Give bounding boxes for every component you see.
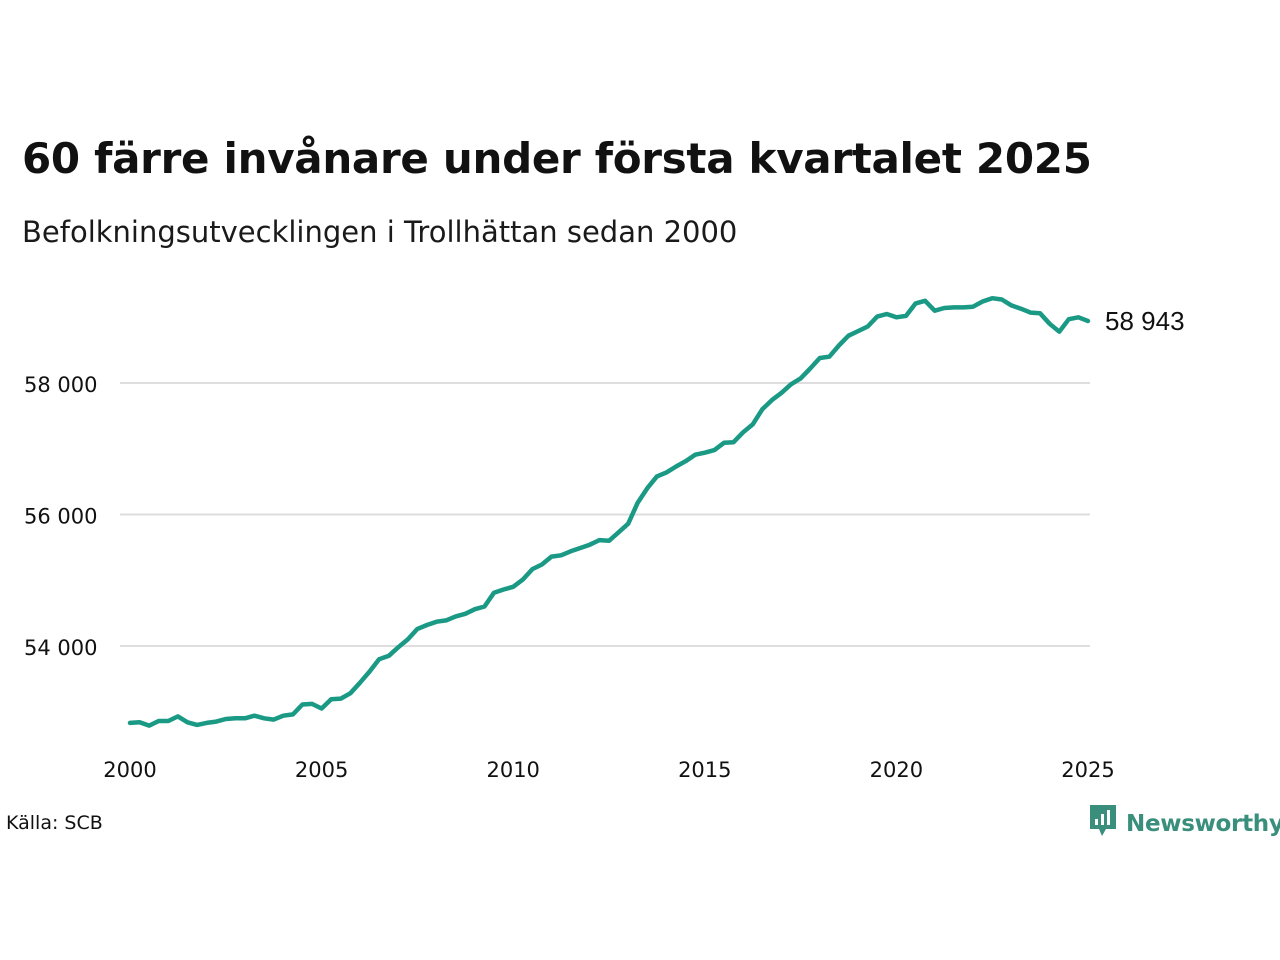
x-tick-label-2020: 2020 (870, 758, 923, 782)
x-tick-label-2025: 2025 (1061, 758, 1114, 782)
end-label-layer: 58 943 (1105, 306, 1185, 336)
y-tick-label-54000: 54 000 (24, 636, 97, 660)
chart-subtitle: Befolkningsutvecklingen i Trollhättan se… (22, 215, 738, 249)
y-tick-label-56000: 56 000 (24, 505, 97, 529)
population-line (127, 295, 1091, 728)
x-tick-label-2015: 2015 (678, 758, 731, 782)
x-tick-label-2005: 2005 (295, 758, 348, 782)
x-tick-label-2010: 2010 (486, 758, 539, 782)
x-axis-tick-labels: 2000 2005 2010 2015 2020 2025 (103, 758, 1114, 782)
brand-logo[interactable]: Newsworthy (1088, 803, 1280, 844)
chart-title: 60 färre invånare under första kvartalet… (22, 134, 1092, 183)
series-layer (127, 295, 1091, 728)
x-tick-label-2000: 2000 (103, 758, 156, 782)
end-value-label: 58 943 (1105, 306, 1185, 336)
source-note: Källa: SCB (6, 812, 103, 834)
y-tick-label-58000: 58 000 (24, 373, 97, 397)
grid-lines (120, 382, 1090, 647)
y-axis-tick-labels: 54 000 56 000 58 000 (24, 373, 97, 660)
brand-name: Newsworthy (1126, 810, 1280, 837)
newsworthy-logo-icon (1088, 803, 1118, 844)
